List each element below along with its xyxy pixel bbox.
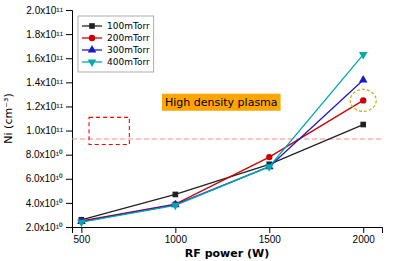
axis-line [66, 11, 73, 228]
point [360, 122, 366, 128]
chart: 500 1000 1500 2000 2.0x10¹⁰ 4.0x10¹⁰ 6.0x10¹⁰ 8… [0, 0, 394, 261]
legend: 100mTorr 200mTorr 300mTorr 400mTorr [78, 16, 154, 72]
legend-label: 100mTorr [107, 21, 150, 31]
highlight-box [89, 117, 129, 144]
point [173, 192, 179, 198]
tick-mark [66, 155, 72, 156]
legend-label: 300mTorr [107, 45, 150, 55]
point [265, 164, 274, 171]
y-axis-title: Ni (cm⁻³) [2, 93, 15, 143]
legend-entry: 300mTorr [82, 45, 150, 55]
tick: 1.8x10¹¹ [26, 29, 72, 40]
tick-label: 4.0x10¹⁰ [26, 198, 63, 209]
legend-entry: 400mTorr [82, 57, 150, 67]
legend-entry: 200mTorr [82, 33, 150, 43]
series-line [81, 55, 363, 223]
tick-label: 2.0x10¹⁰ [26, 222, 63, 233]
legend-marker [89, 23, 95, 29]
plot-area [72, 52, 382, 227]
tick: 2000 [353, 227, 376, 245]
tick-label: 1.0x10¹¹ [26, 125, 63, 136]
tick-mark [66, 34, 72, 35]
reference-line [72, 138, 382, 139]
tick: 1.6x10¹¹ [26, 53, 72, 64]
tick-mark [66, 58, 72, 59]
legend-marker [89, 35, 95, 41]
axis-line [73, 228, 383, 234]
point [359, 52, 368, 59]
tick: 4.0x10¹⁰ [26, 198, 72, 209]
point [171, 203, 180, 210]
tick: 500 [74, 227, 91, 245]
tick: 1.2x10¹¹ [26, 101, 72, 112]
point [266, 154, 272, 160]
tick-label: 2.0x10¹¹ [26, 5, 63, 16]
y-axis: 2.0x10¹⁰ 4.0x10¹⁰ 6.0x10¹⁰ 8.0x10¹⁰ 1.0x10¹¹… [26, 5, 73, 233]
tick-mark [66, 227, 72, 228]
tick-mark [363, 227, 364, 233]
annotation-box [162, 94, 281, 111]
legend-marker [88, 60, 97, 67]
tick: 2.0x10¹⁰ [26, 222, 72, 233]
tick-mark [269, 227, 270, 233]
tick-label: 1500 [259, 234, 282, 245]
legend-box [78, 16, 154, 72]
legend-marker [88, 45, 97, 52]
tick-label: 500 [74, 234, 91, 245]
tick: 6.0x10¹⁰ [26, 173, 72, 184]
tick-mark [66, 131, 72, 132]
x-axis: 500 1000 1500 2000 [73, 227, 383, 245]
tick-mark [66, 179, 72, 180]
tick: 8.0x10¹⁰ [26, 149, 72, 160]
tick-label: 1.8x10¹¹ [26, 29, 63, 40]
point [77, 220, 86, 227]
tick: 1.4x10¹¹ [26, 77, 72, 88]
x-axis-title: RF power (W) [185, 247, 269, 260]
legend-label: 200mTorr [107, 33, 150, 43]
point [359, 75, 368, 82]
tick-mark [66, 82, 72, 83]
tick: 1500 [259, 227, 282, 245]
annotation-text: High density plasma [165, 96, 278, 109]
tick-label: 8.0x10¹⁰ [26, 149, 63, 160]
tick-label: 1.4x10¹¹ [26, 77, 63, 88]
tick-label: 2000 [353, 234, 376, 245]
tick-label: 1.2x10¹¹ [26, 101, 63, 112]
tick: 2.0x10¹¹ [26, 5, 72, 16]
annotation: High density plasma [162, 94, 281, 111]
legend-label: 400mTorr [107, 57, 150, 67]
legend-entry: 100mTorr [82, 21, 150, 31]
tick-label: 6.0x10¹⁰ [26, 173, 63, 184]
tick-mark [175, 227, 176, 233]
tick: 1000 [165, 227, 188, 245]
series-line [81, 80, 363, 222]
tick-label: 1000 [165, 234, 188, 245]
tick-mark [81, 227, 82, 233]
tick-mark [66, 10, 72, 11]
highlight-ring [350, 89, 376, 111]
tick-label: 1.6x10¹¹ [26, 53, 63, 64]
point [360, 97, 366, 103]
series-line [81, 125, 363, 220]
tick-mark [66, 203, 72, 204]
tick: 1.0x10¹¹ [26, 125, 72, 136]
tick-mark [66, 106, 72, 107]
